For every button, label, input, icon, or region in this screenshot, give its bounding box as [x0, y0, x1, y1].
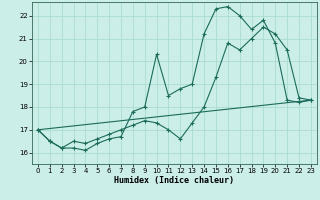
X-axis label: Humidex (Indice chaleur): Humidex (Indice chaleur)	[115, 176, 234, 185]
